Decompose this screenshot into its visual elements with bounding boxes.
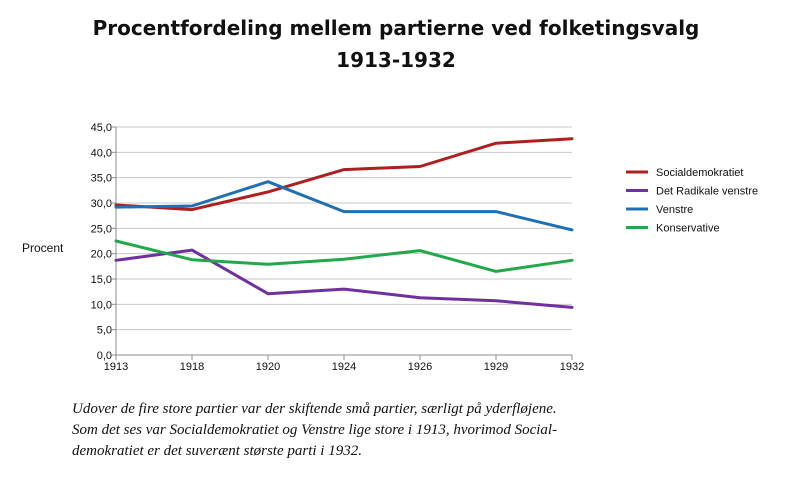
- y-tick-label: 40,0: [91, 147, 112, 159]
- y-tick-label: 10,0: [91, 299, 112, 311]
- y-tick-label: 15,0: [91, 274, 112, 286]
- axes: 0,0 5,0 10,0 15,0 20,0 25,0 30,0 35,0 40,0 45,0 19…: [91, 122, 585, 373]
- x-tick-label: 1920: [256, 361, 280, 373]
- y-tick-label: 25,0: [91, 223, 112, 235]
- y-tick-label: 0,0: [97, 350, 112, 362]
- caption-line3: demokratiet er det suverænt største part…: [72, 443, 362, 459]
- caption-line1: Udover de fire store partier var der ski…: [72, 401, 557, 417]
- series-line: [114, 180, 574, 232]
- line-chart: 0,0 5,0 10,0 15,0 20,0 25,0 30,0 35,0 40,0 45,0 19…: [22, 122, 758, 373]
- x-tick-label: 1924: [332, 361, 356, 373]
- chart-title-line2: 1913-1932: [336, 48, 456, 72]
- legend-label: Det Radikale venstre: [656, 186, 758, 198]
- legend-label: Socialdemokratiet: [656, 167, 743, 179]
- x-tick-label: 1929: [484, 361, 508, 373]
- x-tick-label: 1913: [104, 361, 128, 373]
- x-tick-label: 1932: [560, 361, 584, 373]
- series-line: [114, 248, 574, 309]
- y-tick-label: 30,0: [91, 198, 112, 210]
- legend-label: Venstre: [656, 204, 693, 216]
- x-tick-label: 1918: [180, 361, 204, 373]
- x-tick-label: 1926: [408, 361, 432, 373]
- series-line: [114, 137, 574, 212]
- y-tick-label: 45,0: [91, 122, 112, 134]
- y-axis-label: Procent: [22, 241, 64, 255]
- y-tick-label: 35,0: [91, 173, 112, 185]
- caption-line2: Som det ses var Socialdemokratiet og Ven…: [72, 422, 558, 438]
- y-tick-label: 20,0: [91, 249, 112, 261]
- y-tick-label: 5,0: [97, 325, 112, 337]
- series-lines: [114, 137, 574, 309]
- series-line: [114, 239, 574, 273]
- chart-title-line1: Procentfordeling mellem partierne ved fo…: [92, 16, 700, 40]
- legend-label: Konservative: [656, 223, 720, 235]
- gridlines: [116, 126, 572, 331]
- legend: Socialdemokratiet Det Radikale venstre Ven…: [626, 167, 758, 235]
